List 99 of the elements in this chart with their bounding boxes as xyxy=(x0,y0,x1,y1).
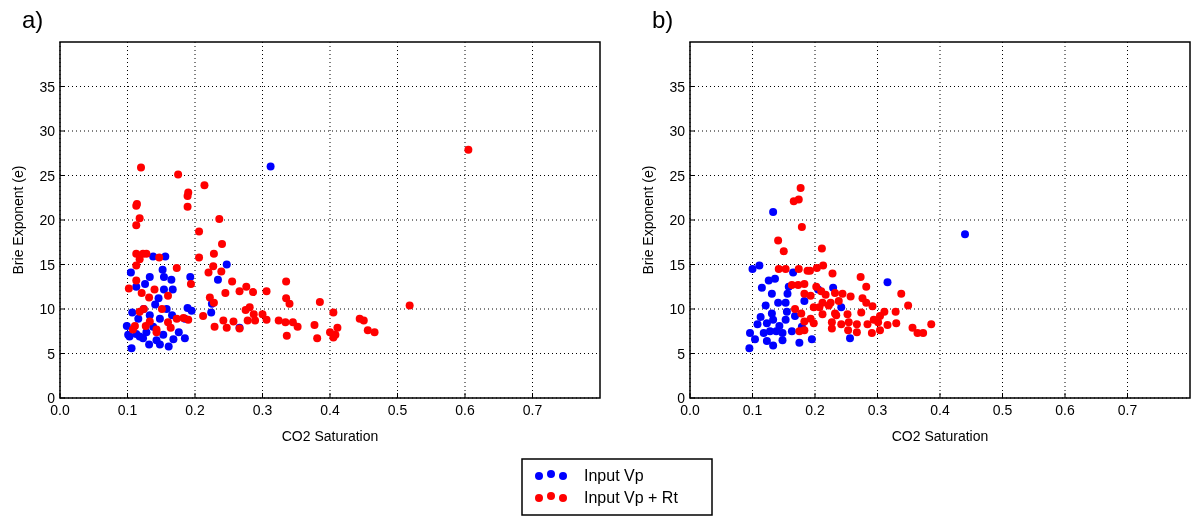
y-tick-label: 35 xyxy=(669,78,686,95)
point xyxy=(128,308,137,317)
point xyxy=(745,344,754,353)
x-tick-label: 0.5 xyxy=(992,402,1013,418)
x-tick-label: 0.6 xyxy=(455,402,475,418)
point xyxy=(787,327,796,336)
point xyxy=(789,268,798,277)
text: b) xyxy=(652,6,674,33)
point xyxy=(139,334,148,343)
point xyxy=(127,344,136,353)
point xyxy=(783,289,792,298)
y-tick-label: 35 xyxy=(39,78,56,95)
point xyxy=(767,309,776,318)
x-tick-label: 0.1 xyxy=(742,402,763,418)
point xyxy=(222,260,231,269)
point xyxy=(159,285,168,294)
point xyxy=(762,337,771,346)
point xyxy=(169,335,178,344)
x-axis-title: CO2 Saturation xyxy=(891,428,989,444)
point xyxy=(778,329,787,338)
point xyxy=(155,340,164,349)
point xyxy=(151,300,160,309)
point xyxy=(781,315,790,324)
point xyxy=(778,336,787,345)
point xyxy=(782,307,791,316)
point xyxy=(186,272,195,281)
point xyxy=(771,274,779,283)
legend-label: Input Vp + Rt xyxy=(584,489,679,506)
y-tick-label: 25 xyxy=(669,167,686,184)
y-tick-label: 5 xyxy=(677,345,686,362)
point xyxy=(145,311,154,320)
point xyxy=(795,338,804,347)
legend-label: Input Vp xyxy=(584,467,644,484)
x-tick-label: 0.3 xyxy=(252,402,273,418)
y-tick-label: 30 xyxy=(39,123,56,139)
point xyxy=(145,272,154,281)
point xyxy=(800,296,809,305)
y-tick-label: 15 xyxy=(669,256,686,273)
x-tick-label: 0.7 xyxy=(522,402,543,418)
point xyxy=(746,329,754,338)
point xyxy=(159,272,168,281)
point xyxy=(755,261,764,270)
y-axis-title: Brie Exponent (e) xyxy=(640,165,656,275)
point xyxy=(774,298,783,307)
y-tick-label: 20 xyxy=(39,212,56,228)
x-tick-label: 0.2 xyxy=(805,402,825,418)
point xyxy=(134,314,143,323)
point xyxy=(154,294,163,303)
point xyxy=(155,314,164,323)
point xyxy=(846,334,854,343)
point xyxy=(769,315,778,324)
text: a) xyxy=(22,6,44,33)
point xyxy=(807,335,816,344)
y-axis-title: Brie Exponent (e) xyxy=(10,165,26,275)
point xyxy=(167,275,176,284)
point xyxy=(961,230,969,239)
point xyxy=(769,341,778,350)
point xyxy=(751,335,759,344)
point xyxy=(164,342,173,351)
y-tick-label: 30 xyxy=(669,123,686,139)
point xyxy=(180,334,189,343)
point xyxy=(122,321,131,330)
x-tick-label: 0.7 xyxy=(1117,402,1138,418)
x-tick-label: 0.2 xyxy=(185,402,205,418)
point xyxy=(781,298,790,307)
x-axis-title: CO2 Saturation xyxy=(281,428,379,444)
y-tick-label: 15 xyxy=(39,256,56,273)
x-tick-label: 0.4 xyxy=(320,402,340,418)
y-tick-label: 10 xyxy=(669,301,686,317)
point xyxy=(772,327,781,336)
point xyxy=(748,264,757,273)
point xyxy=(141,280,150,289)
x-tick-label: 0.3 xyxy=(867,402,888,418)
point xyxy=(757,283,766,292)
point xyxy=(769,207,778,216)
x-tick-label: 0.6 xyxy=(1055,402,1075,418)
point xyxy=(762,319,771,328)
point xyxy=(145,340,154,349)
y-tick-label: 20 xyxy=(669,212,686,228)
point xyxy=(756,313,765,322)
point xyxy=(207,308,216,317)
y-tick-label: 10 xyxy=(39,301,56,317)
y-tick-label: 25 xyxy=(39,167,56,184)
point xyxy=(159,330,168,339)
x-tick-label: 0.1 xyxy=(117,402,138,418)
point xyxy=(213,275,222,284)
x-tick-label: 0.5 xyxy=(387,402,408,418)
point xyxy=(266,162,275,171)
point xyxy=(753,320,762,329)
point xyxy=(767,289,776,298)
y-tick-label: 5 xyxy=(47,345,56,362)
point xyxy=(168,285,177,294)
point xyxy=(761,301,770,310)
point xyxy=(158,265,167,274)
point xyxy=(883,278,892,287)
point xyxy=(126,268,135,277)
x-tick-label: 0.4 xyxy=(930,402,950,418)
point xyxy=(187,306,196,315)
point xyxy=(174,328,183,337)
